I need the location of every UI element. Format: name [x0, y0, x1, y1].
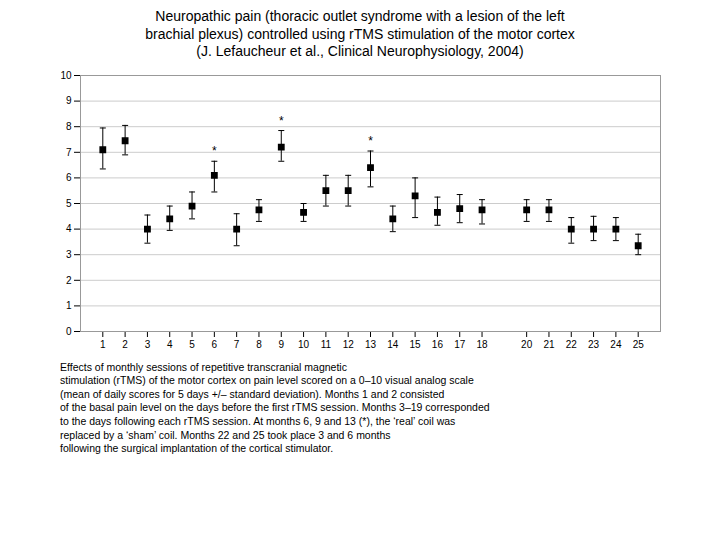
svg-text:22: 22	[566, 338, 578, 349]
svg-text:18: 18	[476, 338, 488, 349]
svg-text:9: 9	[66, 95, 72, 106]
svg-text:14: 14	[387, 338, 399, 349]
svg-text:23: 23	[588, 338, 600, 349]
svg-text:16: 16	[432, 338, 444, 349]
svg-text:2: 2	[66, 274, 72, 285]
svg-text:15: 15	[410, 338, 422, 349]
svg-text:7: 7	[66, 146, 72, 157]
svg-text:8: 8	[66, 120, 72, 131]
svg-text:7: 7	[234, 338, 240, 349]
svg-text:10: 10	[298, 338, 310, 349]
svg-text:12: 12	[343, 338, 355, 349]
svg-text:2: 2	[122, 338, 128, 349]
svg-text:4: 4	[167, 338, 173, 349]
svg-text:11: 11	[321, 338, 332, 349]
svg-text:6: 6	[66, 172, 72, 183]
svg-text:0: 0	[66, 325, 72, 336]
svg-text:5: 5	[66, 197, 72, 208]
svg-text:6: 6	[212, 338, 218, 349]
svg-text:5: 5	[189, 338, 195, 349]
svg-text:4: 4	[66, 223, 72, 234]
html-text:Effects of monthly sessions of: Effects of monthly sessions of repetitiv…	[60, 360, 490, 455]
svg-text:1: 1	[66, 300, 72, 311]
svg-text:*: *	[212, 144, 217, 158]
svg-text:9: 9	[278, 338, 284, 349]
svg-text:10: 10	[60, 69, 72, 80]
svg-text:*: *	[368, 134, 373, 148]
svg-text:24: 24	[610, 338, 622, 349]
svg-text:21: 21	[543, 338, 555, 349]
html-text:Neuropathic pain (thoracic out: Neuropathic pain (thoracic outlet syndro…	[145, 8, 575, 59]
svg-text:8: 8	[256, 338, 262, 349]
svg-text:13: 13	[365, 338, 377, 349]
svg-text:17: 17	[454, 338, 466, 349]
svg-text:*: *	[279, 113, 284, 127]
svg-text:20: 20	[521, 338, 533, 349]
svg-text:1: 1	[100, 338, 106, 349]
svg-text:3: 3	[66, 248, 72, 259]
svg-text:3: 3	[145, 338, 151, 349]
svg-text:25: 25	[633, 338, 645, 349]
